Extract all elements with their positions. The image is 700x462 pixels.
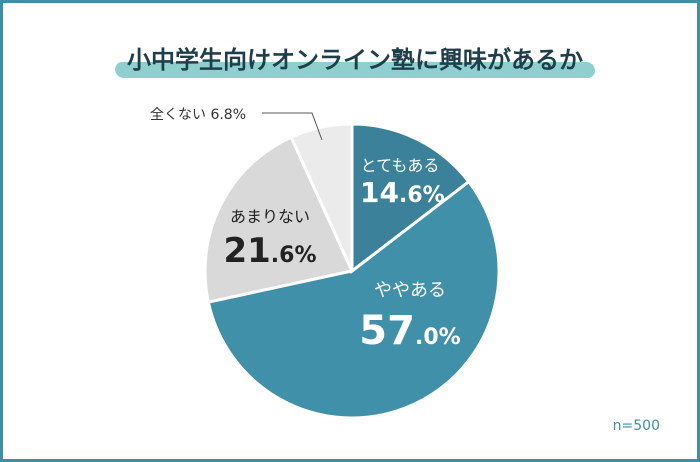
pie-slice-1 xyxy=(206,179,501,420)
label-slice-3: 全くない 6.8% xyxy=(150,104,246,124)
slice-category: とてもある xyxy=(360,156,440,175)
leader-line xyxy=(262,112,323,141)
title-area: 小中学生向けオンライン塾に興味があるか xyxy=(115,40,595,80)
slice-value: 6.8% xyxy=(210,107,247,123)
chart-title: 小中学生向けオンライン塾に興味があるか xyxy=(127,46,583,74)
label-slice-0: とてもある 14.6% xyxy=(360,152,445,209)
slice-category: 全くない xyxy=(150,107,206,123)
slice-value: 57.0% xyxy=(359,308,461,354)
pie-slice-0 xyxy=(350,122,471,275)
label-slice-1: ややある 57.0% xyxy=(345,276,475,354)
slice-category: あまりない xyxy=(229,207,310,226)
slice-value: 14.6% xyxy=(360,176,445,209)
title-highlight xyxy=(115,62,595,78)
pie-slice-2 xyxy=(203,135,355,304)
label-slice-2: あまりない 21.6% xyxy=(215,203,325,271)
slice-category: ややある xyxy=(374,280,446,301)
sample-size: n=500 xyxy=(612,418,660,434)
slice-value: 21.6% xyxy=(223,231,317,271)
